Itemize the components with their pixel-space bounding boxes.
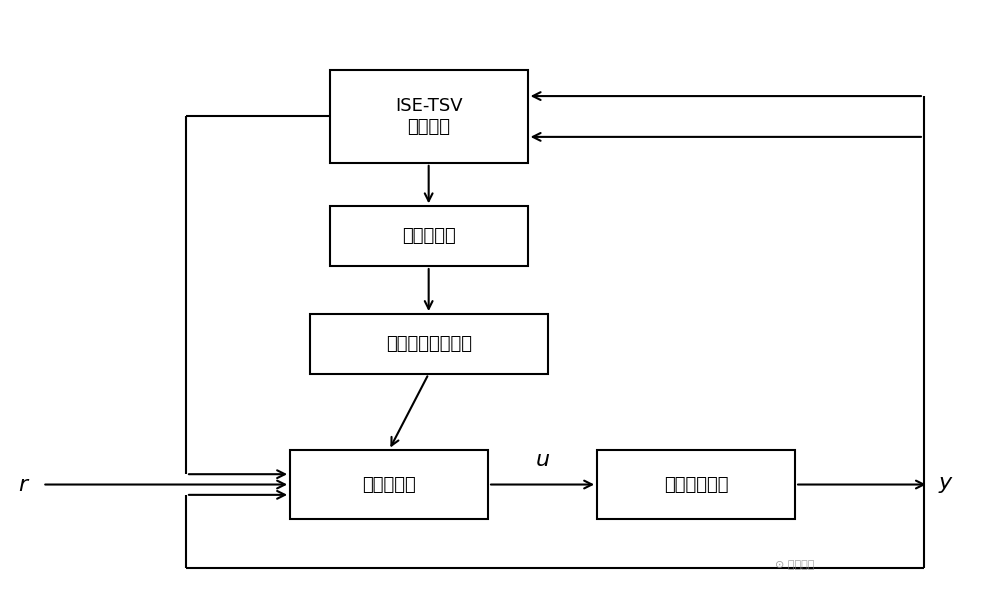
Text: $u$: $u$ xyxy=(535,449,550,469)
Text: 煤质模型集: 煤质模型集 xyxy=(401,227,455,245)
Text: $r$: $r$ xyxy=(18,475,31,495)
Text: ⊙ 煤炭学报: ⊙ 煤炭学报 xyxy=(776,561,815,570)
Bar xyxy=(330,206,528,266)
Bar xyxy=(330,70,528,163)
Text: $y$: $y$ xyxy=(937,475,954,495)
Bar xyxy=(597,450,795,519)
Text: 控制器模型: 控制器模型 xyxy=(363,475,416,493)
Text: 煤气化炉对象: 煤气化炉对象 xyxy=(664,475,728,493)
Bar xyxy=(290,450,488,519)
Text: ISE-TSV
指标监测: ISE-TSV 指标监测 xyxy=(394,97,462,136)
Bar xyxy=(310,314,548,374)
Text: 筛选最优控制模型: 筛选最优控制模型 xyxy=(385,335,472,353)
